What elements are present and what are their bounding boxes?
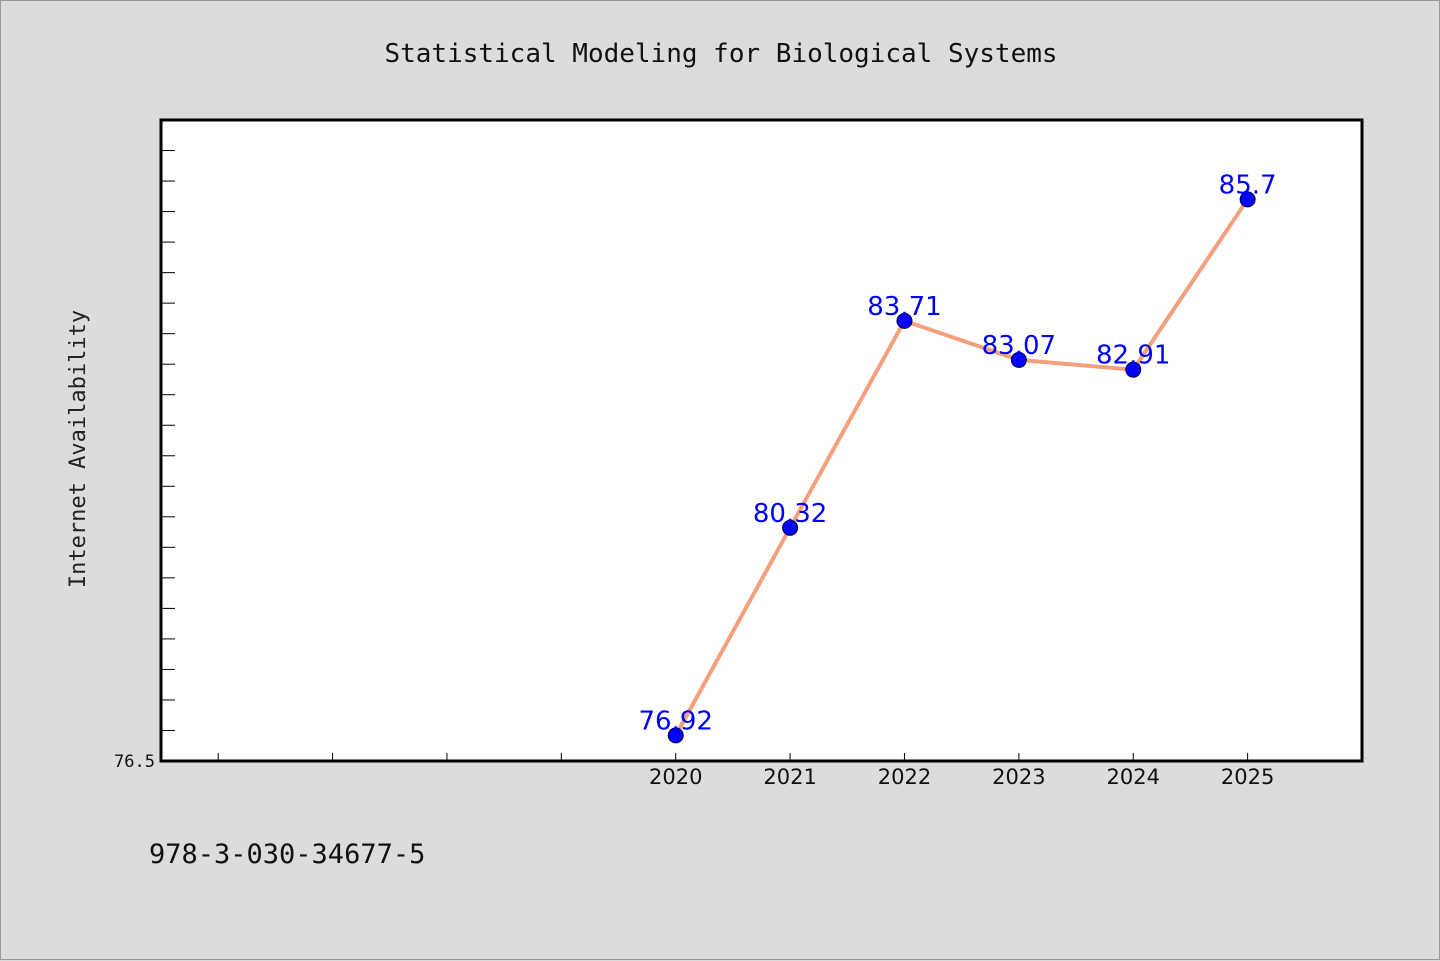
- data-label: 85.7: [1219, 170, 1277, 200]
- series-layer: 76.92 80.32 83.71 83.07 82.91 85.7: [638, 170, 1277, 744]
- data-point: [782, 519, 799, 536]
- data-label: 83.07: [982, 331, 1056, 361]
- data-label: 80.32: [753, 499, 827, 529]
- x-tick-label: 2023: [992, 765, 1045, 789]
- data-point: [896, 312, 913, 329]
- data-label: 82.91: [1096, 341, 1170, 371]
- x-axis-ticks: 2020 2021 2022 2023 2024 2025: [217, 753, 1274, 789]
- x-tick-label: 2024: [1107, 765, 1160, 789]
- data-point: [667, 727, 684, 744]
- x-tick-label: 2022: [878, 765, 931, 789]
- y-axis-ticks: 76.5: [114, 150, 175, 772]
- y-tick-label: 76.5: [114, 752, 155, 772]
- chart-title: Statistical Modeling for Biological Syst…: [384, 39, 1057, 69]
- data-point: [1125, 361, 1142, 378]
- y-axis-label: Internet Availability: [66, 310, 91, 588]
- x-tick-label: 2020: [649, 765, 702, 789]
- plot-area: [159, 118, 1364, 763]
- data-label: 76.92: [638, 706, 712, 736]
- x-tick-label: 2025: [1221, 765, 1274, 789]
- data-point: [1239, 191, 1256, 208]
- x-tick-label: 2021: [763, 765, 816, 789]
- data-label: 83.71: [867, 292, 941, 322]
- data-point: [1010, 351, 1027, 368]
- isbn-label: 978-3-030-34677-5: [149, 839, 425, 870]
- series-line: [673, 197, 1250, 738]
